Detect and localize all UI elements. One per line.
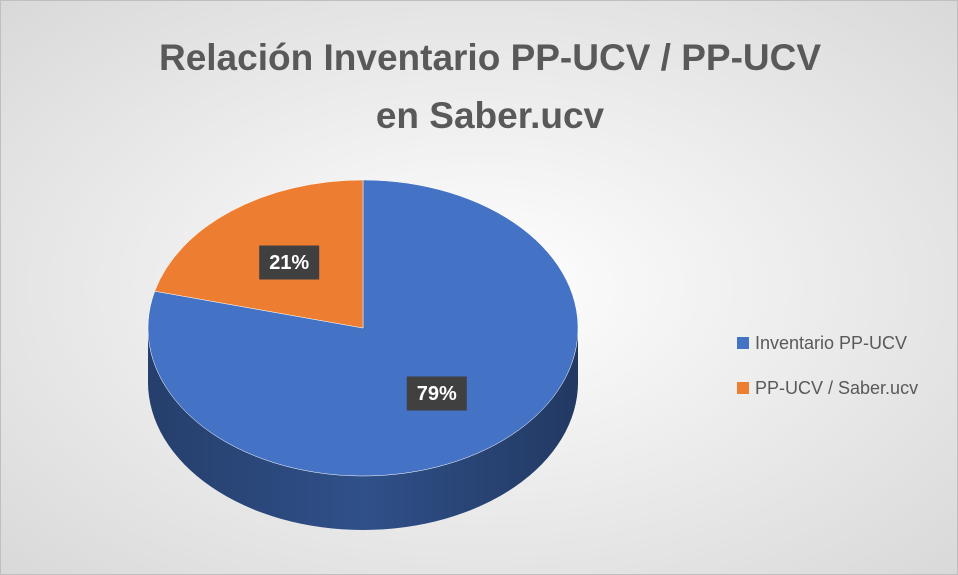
data-label: 79% [417,383,457,405]
legend-label: Inventario PP-UCV [755,333,907,353]
legend: Inventario PP-UCV PP-UCV / Saber.ucv [737,333,918,398]
legend-label: PP-UCV / Saber.ucv [755,378,918,398]
pie-slice [154,179,364,329]
pie-slice-side-shade [148,328,578,530]
legend-swatch [737,382,749,394]
chart-title: Relación Inventario PP-UCV / PP-UCV [159,37,821,78]
pie: 79% 21% [147,179,579,530]
data-label-box [259,245,320,280]
data-label-box [406,376,467,411]
chart-title: en Saber.ucv [376,95,605,136]
legend-swatch [737,337,749,349]
data-label: 21% [269,252,309,274]
